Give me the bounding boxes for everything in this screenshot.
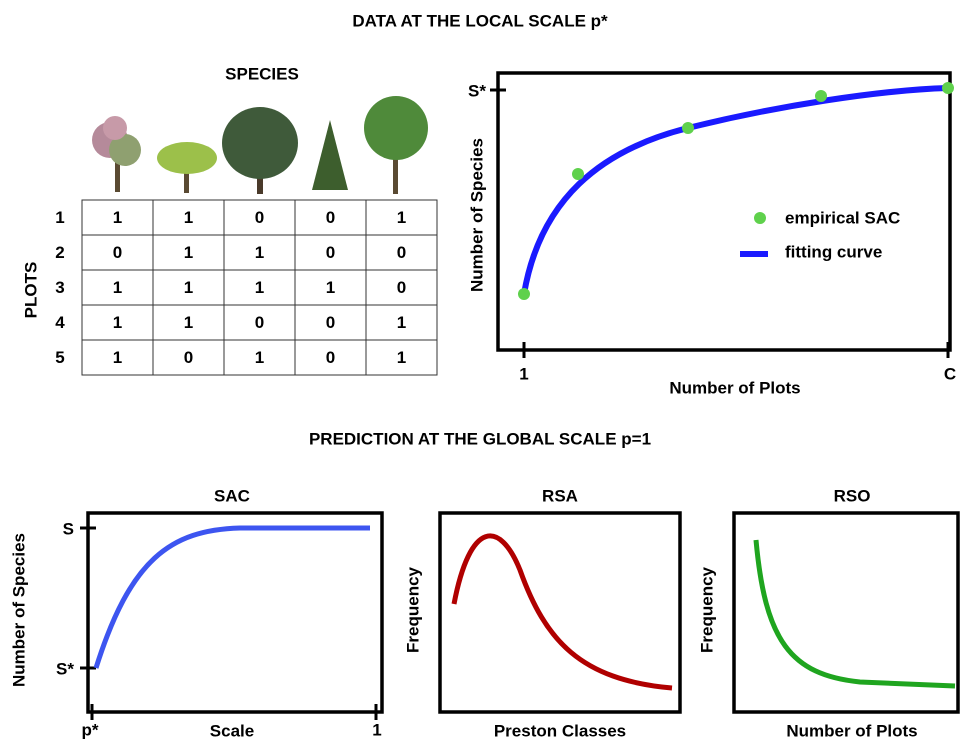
cell-value: 1 [184,208,193,227]
x-tick-label: 1 [372,720,381,739]
cell-value: 1 [397,313,406,332]
x-axis-label: Number of Plots [669,378,800,397]
panel-box [86,511,384,714]
cell-value: 0 [326,208,335,227]
rso-curve [753,539,956,689]
cell-value: 1 [255,243,264,262]
row-label: 5 [55,348,64,367]
cell-value: 1 [184,313,193,332]
y-tick-label: S* [468,81,486,100]
cell-value: 0 [113,243,122,262]
cell-value: 0 [326,348,335,367]
row-label: 1 [55,208,64,227]
cell-value: 0 [255,313,264,332]
y-axis-label: Number of Species [9,533,28,687]
y-axis-label: Number of Species [467,138,486,292]
sac-plot-box [496,71,952,352]
cell-value: 0 [397,278,406,297]
sac-curve [93,525,370,669]
x-tick-label: C [944,364,956,383]
cell-value: 1 [113,278,122,297]
y-axis-label: Frequency [697,566,716,653]
cell-value: 1 [113,208,122,227]
cell-value: 0 [397,243,406,262]
cell-value: 1 [326,278,335,297]
panel-title: RSO [834,486,871,505]
legend-dot [754,212,766,224]
species-label: SPECIES [225,64,299,83]
x-axis-label: Preston Classes [494,721,626,740]
x-axis-label: Number of Plots [786,721,917,740]
legend-label: fitting curve [785,242,882,261]
cell-value: 0 [255,208,264,227]
cell-value: 0 [326,313,335,332]
empirical-points [518,82,954,300]
cell-value: 1 [255,278,264,297]
fitting-curve [521,85,949,295]
cell-value: 1 [184,243,193,262]
cell-value: 1 [255,348,264,367]
cell-value: 1 [397,348,406,367]
row-label: 2 [55,243,64,262]
x-tick-label: 1 [519,364,528,383]
cell-value: 1 [113,313,122,332]
data-table: 1 1 1 0 0 1 2 0 1 1 0 0 3 1 1 1 1 0 4 1 1 0 0 1 5 1 0 1 0 1 [55,199,438,376]
table-cell [365,339,438,376]
row-label: 4 [55,313,65,332]
y-axis-label: Frequency [403,566,422,653]
cell-value: 0 [326,243,335,262]
cell-value: 1 [184,278,193,297]
row-label: 3 [55,278,64,297]
cell-value: 1 [397,208,406,227]
top-title: DATA AT THE LOCAL SCALE p* [352,11,608,30]
plots-label: PLOTS [21,262,40,319]
panel-box [438,511,682,714]
x-tick-label: p* [82,720,99,739]
bottom-title: PREDICTION AT THE GLOBAL SCALE p=1 [309,429,651,448]
panel-title: SAC [214,486,250,505]
cell-value: 1 [113,348,122,367]
cell-value: 0 [184,348,193,367]
panel-title: RSA [542,486,578,505]
y-tick-label: S* [56,659,74,678]
legend-label: empirical SAC [785,208,900,227]
trees [92,96,428,194]
y-tick-label: S [63,519,74,538]
panel-box [732,511,960,714]
x-axis-label: Scale [210,721,254,740]
rsa-curve [451,533,673,691]
